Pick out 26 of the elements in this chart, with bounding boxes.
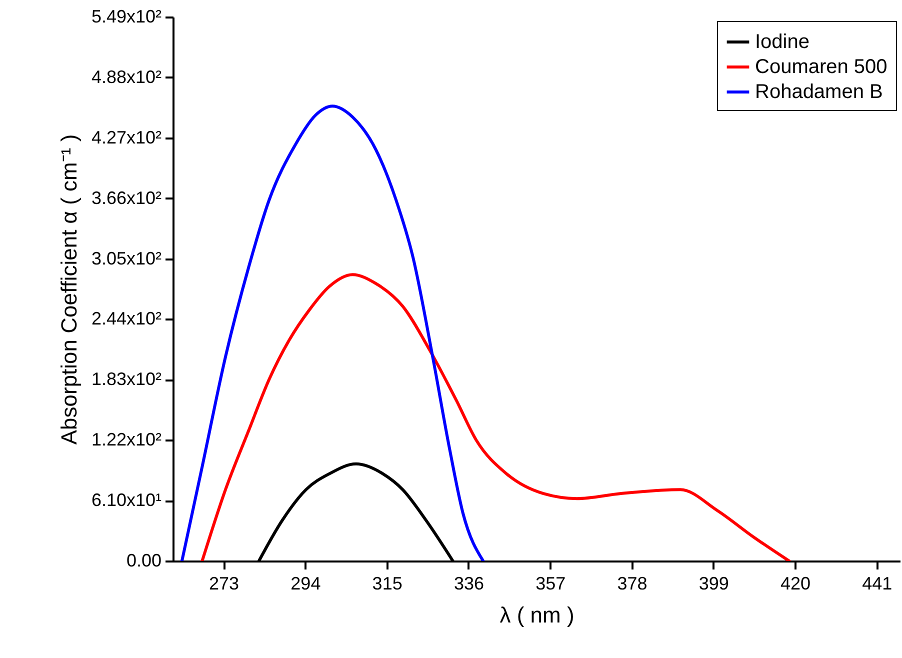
x-tick-label: 273: [209, 574, 240, 594]
x-tick-label: 294: [290, 574, 321, 594]
y-tick-label: 1.83x10²: [91, 369, 162, 390]
x-tick-label: 441: [862, 574, 892, 594]
line-series: [200, 273, 791, 561]
x-tick-label: 378: [617, 574, 648, 594]
y-tick-label: 5.49x10²: [91, 6, 162, 26]
y-tick-label: 2.44x10²: [91, 308, 162, 329]
x-tick-label: 420: [780, 574, 811, 594]
y-axis-title: Absorption Coefficient α ( cm⁻¹ ): [56, 134, 82, 445]
x-tick-label: 315: [372, 574, 402, 594]
y-tick-label: 0.00: [126, 550, 162, 570]
y-tick-label: 4.88x10²: [91, 66, 162, 87]
y-tick-label: 3.05x10²: [91, 248, 162, 268]
x-tick-label: 357: [536, 574, 566, 594]
y-tick-label: 6.10x10¹: [91, 490, 162, 510]
y-tick-label: 1.22x10²: [91, 430, 162, 450]
x-tick-label: 399: [698, 574, 729, 594]
x-axis-title: λ ( nm ): [500, 602, 574, 628]
line-series: [180, 104, 485, 561]
y-tick-label: 4.27x10²: [91, 127, 162, 148]
legend-label: Iodine: [755, 31, 810, 53]
legend-label: Coumaren 500: [755, 56, 888, 78]
legend-label: Rohadamen B: [755, 81, 883, 103]
x-tick-label: 336: [454, 574, 484, 594]
y-tick-label: 3.66x10²: [91, 188, 162, 208]
